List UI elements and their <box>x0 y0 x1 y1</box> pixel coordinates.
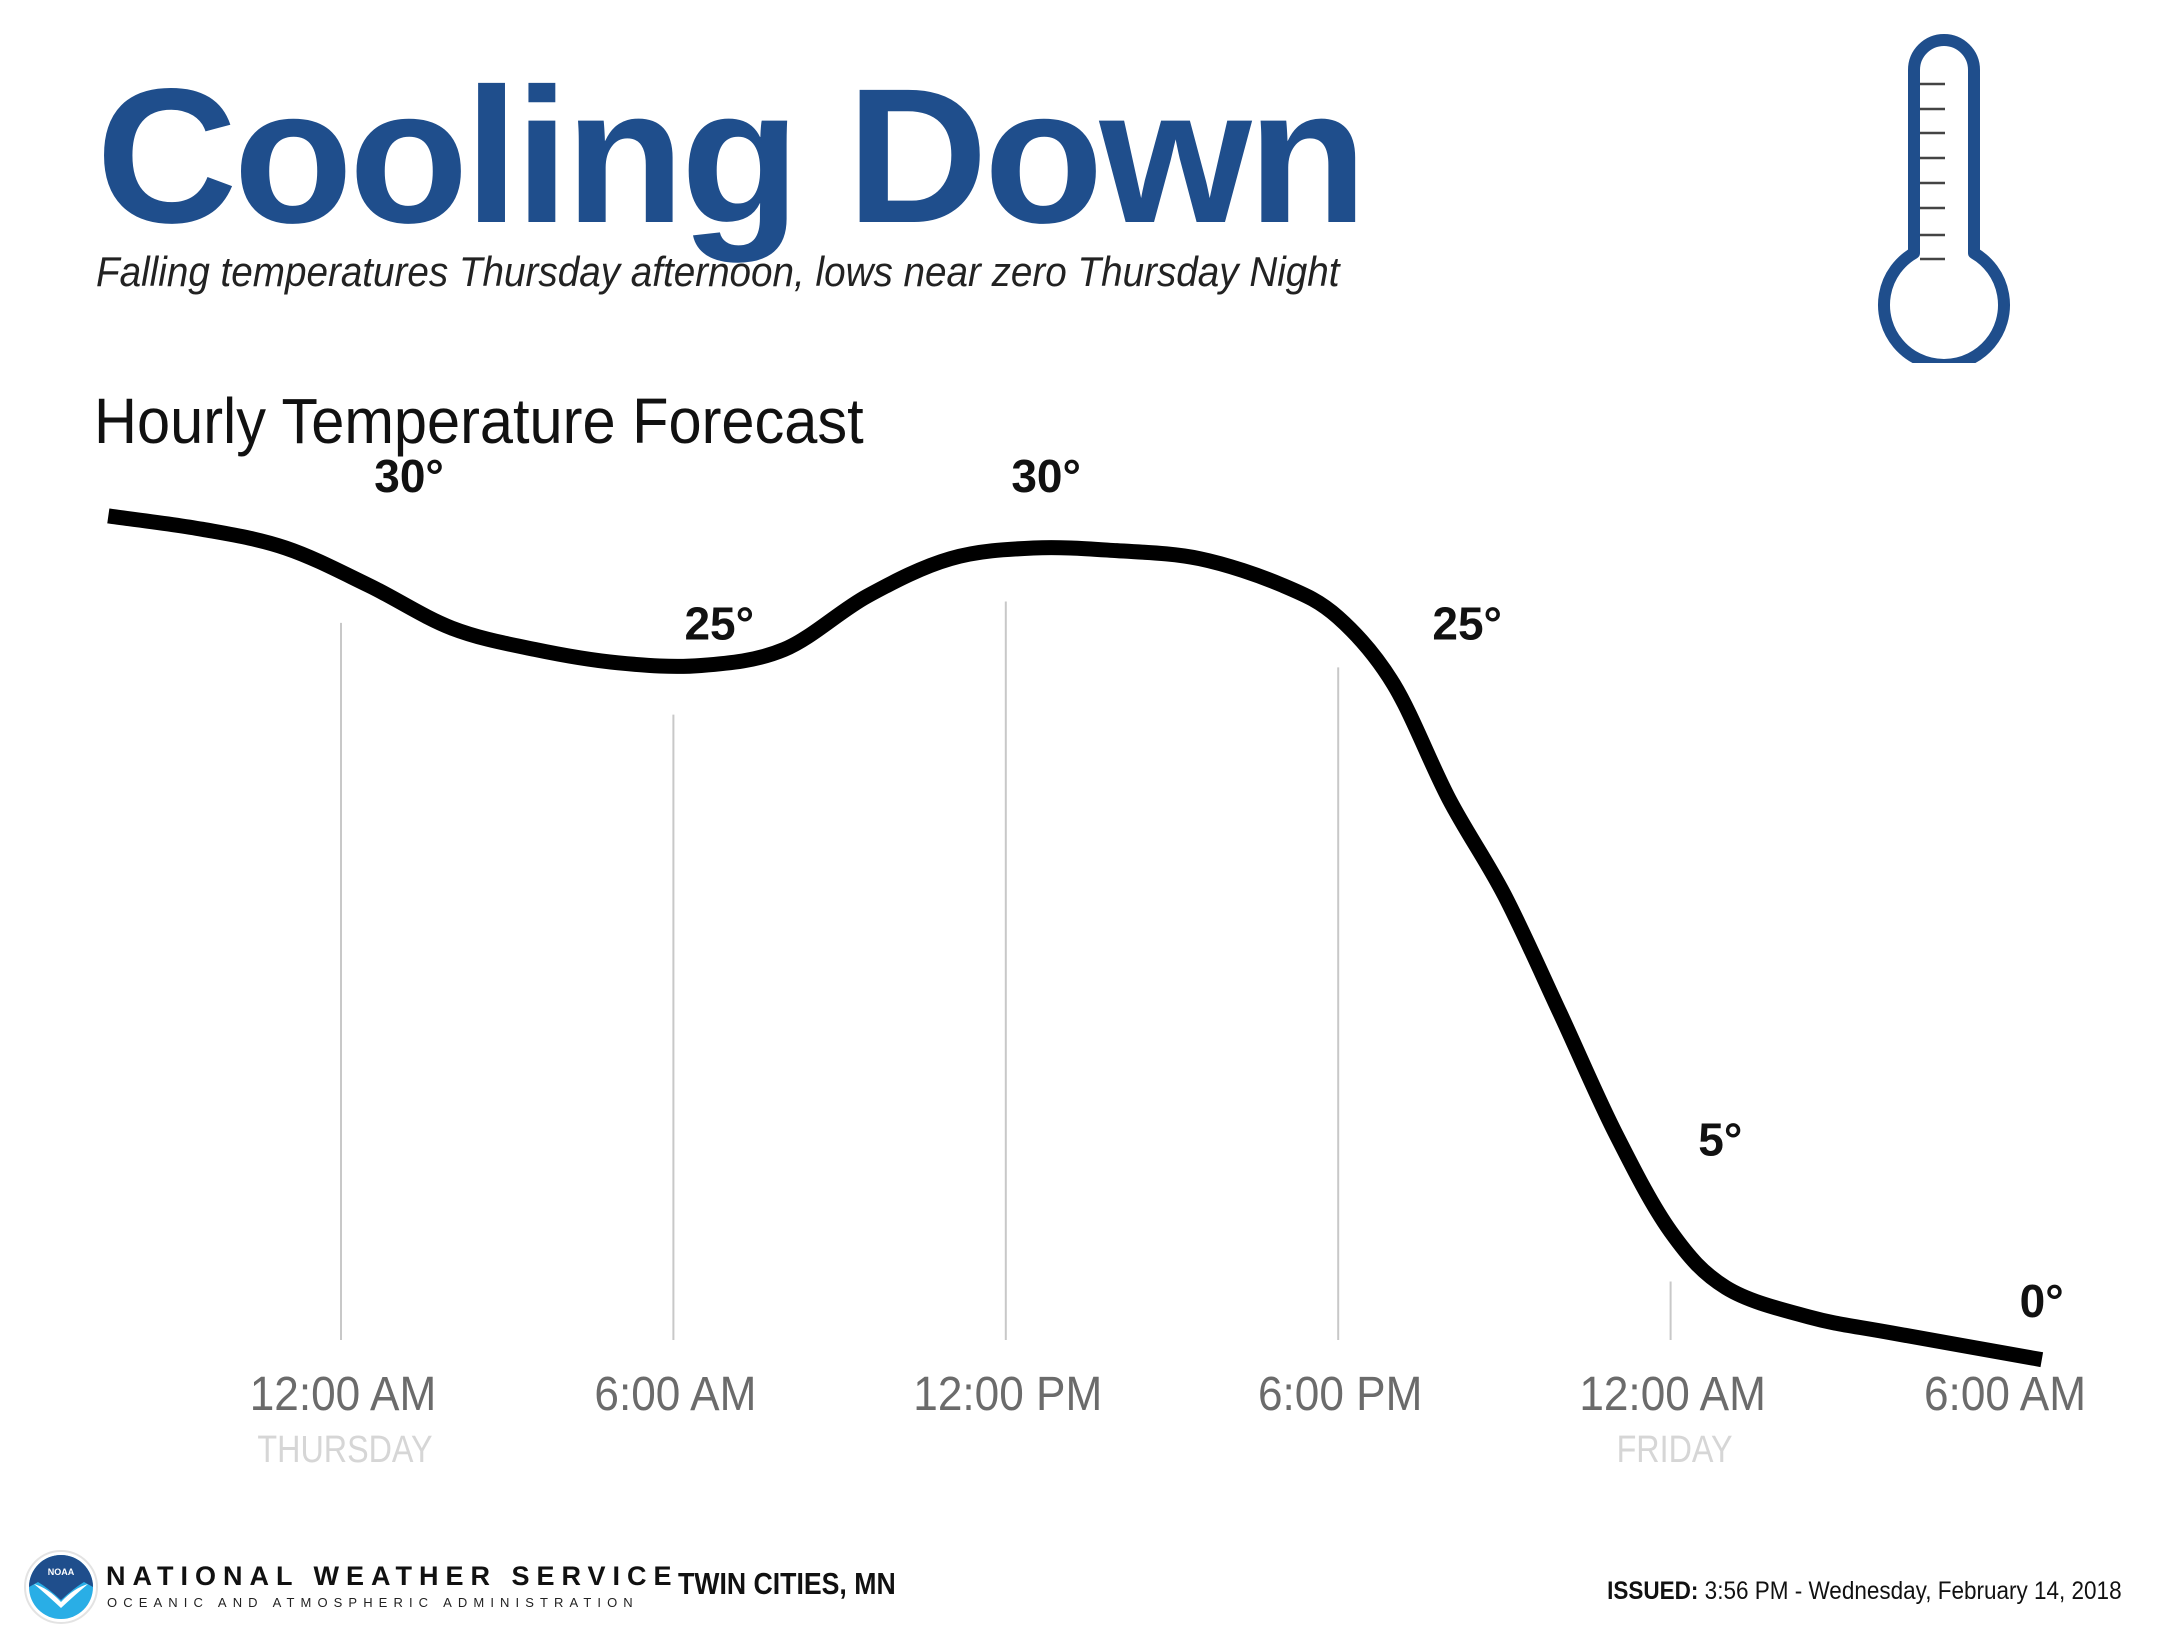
x-tick-label: 6:00 AM <box>594 1366 756 1420</box>
issued-timestamp: ISSUED: 3:56 PM - Wednesday, February 14… <box>1608 1577 2122 1606</box>
x-tick-label: 6:00 PM <box>1258 1366 1422 1420</box>
data-label: 30° <box>1011 450 1081 502</box>
data-label: 25° <box>1432 598 1502 650</box>
page-subtitle: Falling temperatures Thursday afternoon,… <box>96 248 1340 295</box>
data-label: 25° <box>684 598 754 650</box>
x-day-label: FRIDAY <box>1617 1429 1733 1471</box>
agency-subtitle: OCEANIC AND ATMOSPHERIC ADMINISTRATION <box>107 1595 639 1610</box>
chart-title: Hourly Temperature Forecast <box>94 385 864 457</box>
temperature-line <box>107 508 2044 1368</box>
data-label: 5° <box>1698 1114 1742 1166</box>
office-location: TWIN CITIES, MN <box>678 1566 896 1601</box>
data-label: 30° <box>374 450 444 502</box>
x-tick-label: 12:00 AM <box>1579 1366 1766 1420</box>
temperature-chart: 30° 25° 30° 25° 5° 0° 12:00 AM THURSDAY 6:00 AM… <box>107 450 2086 1471</box>
data-label: 0° <box>2020 1275 2064 1327</box>
x-day-label: THURSDAY <box>257 1429 432 1471</box>
issued-label: ISSUED: <box>1607 1577 1699 1605</box>
agency-name: NATIONAL WEATHER SERVICE <box>106 1561 679 1591</box>
page-title: Cooling Down <box>96 48 1367 263</box>
x-tick-label: 6:00 AM <box>1924 1366 2086 1420</box>
issued-value: 3:56 PM - Wednesday, February 14, 2018 <box>1705 1577 2122 1605</box>
x-tick-label: 12:00 AM <box>250 1366 437 1420</box>
thermometer-icon <box>1878 34 2010 363</box>
x-tick-label: 12:00 PM <box>913 1366 1102 1420</box>
noaa-logo: NOAA <box>24 1550 98 1624</box>
svg-text:NOAA: NOAA <box>48 1567 75 1577</box>
